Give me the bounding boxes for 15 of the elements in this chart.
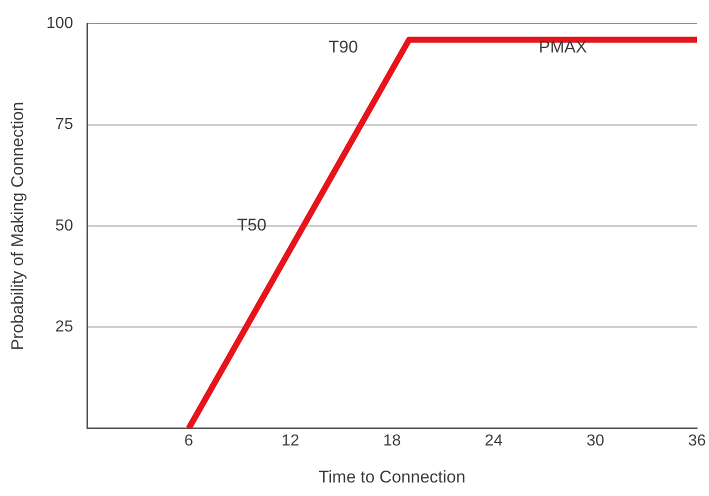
y-axis-title: Probability of Making Connection [8,102,27,350]
x-tick-label: 24 [484,432,503,450]
y-tick-label: 25 [55,318,74,336]
x-tick-label: 6 [184,432,194,450]
annotation: PMAX [538,38,587,57]
annotation: T50 [237,216,266,235]
y-tick-label: 75 [55,116,74,134]
x-tick-label: 36 [688,432,706,450]
x-tick-label: 12 [282,432,300,450]
annotation: T90 [328,38,358,57]
x-axis-title: Time to Connection [318,467,466,486]
y-tick-label: 100 [46,15,74,32]
x-tick-label: 18 [383,432,402,450]
x-tick-label: 30 [586,432,604,450]
y-tick-label: 50 [55,217,74,234]
